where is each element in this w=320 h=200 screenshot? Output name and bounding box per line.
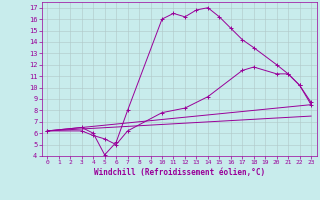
X-axis label: Windchill (Refroidissement éolien,°C): Windchill (Refroidissement éolien,°C) (94, 168, 265, 177)
